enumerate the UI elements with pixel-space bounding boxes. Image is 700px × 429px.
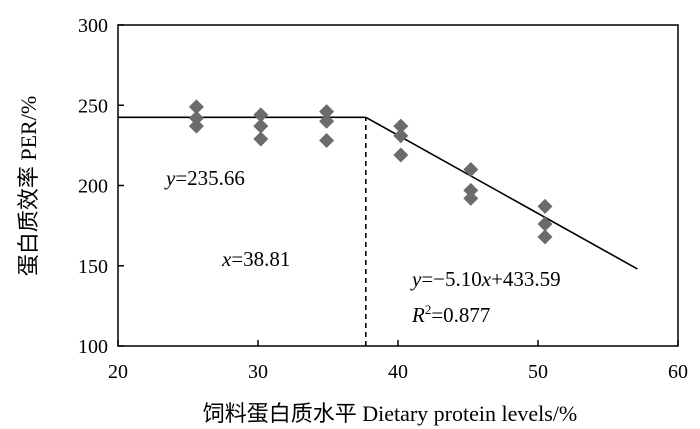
y-tick-label: 300	[78, 15, 108, 37]
data-point-marker	[188, 118, 204, 134]
r-squared: R2=0.877	[411, 302, 490, 327]
y-axis-title: 蛋白质效率 PER/%	[16, 96, 41, 276]
data-point-marker	[253, 107, 269, 123]
x-tick-label: 50	[528, 361, 548, 383]
reg-var-x: x	[481, 267, 492, 291]
y-tick-label: 150	[78, 256, 108, 278]
data-points	[188, 99, 553, 245]
data-point-marker	[253, 131, 269, 147]
data-point-marker	[537, 229, 553, 245]
x-tick-label: 60	[668, 361, 688, 383]
data-point-marker	[188, 99, 204, 115]
flat-eq-rest: =235.66	[175, 166, 245, 190]
data-point-marker	[463, 190, 479, 206]
bp-rest: =38.81	[231, 247, 290, 271]
regression-equation: y=−5.10x+433.59	[410, 267, 561, 291]
reg-tail: +433.59	[491, 267, 561, 291]
fit-line	[365, 116, 638, 270]
data-point-marker	[393, 118, 409, 134]
data-point-marker	[319, 133, 335, 149]
r2-rest: =0.877	[431, 303, 490, 327]
x-axis-title: 饲料蛋白质水平 Dietary protein levels/%	[203, 401, 578, 426]
fit-lines	[118, 116, 638, 346]
data-point-marker	[393, 128, 409, 144]
flat-eq-var: y	[164, 166, 176, 190]
y-tick-label: 200	[78, 176, 108, 198]
data-point-marker	[537, 216, 553, 232]
x-tick-label: 40	[388, 361, 408, 383]
reg-mid: =−5.10	[421, 267, 481, 291]
y-tick-label: 250	[78, 95, 108, 117]
breakpoint-label: x=38.81	[221, 247, 290, 271]
y-tick-label: 100	[78, 336, 108, 358]
r2-sup: 2	[425, 302, 432, 317]
x-tick-label: 20	[108, 361, 128, 383]
data-point-marker	[463, 182, 479, 198]
axes: 20 30 40 50 60 100 150 200 250 300	[78, 15, 688, 383]
reg-var-y: y	[410, 267, 422, 291]
data-point-marker	[253, 118, 269, 134]
r2-var: R	[411, 303, 425, 327]
bp-var: x	[221, 247, 232, 271]
data-point-marker	[463, 161, 479, 177]
data-point-marker	[393, 147, 409, 163]
data-point-marker	[537, 198, 553, 214]
x-tick-label: 30	[248, 361, 268, 383]
flat-equation: y=235.66	[164, 166, 245, 190]
data-point-marker	[319, 104, 335, 120]
data-point-marker	[188, 110, 204, 126]
data-point-marker	[319, 113, 335, 129]
